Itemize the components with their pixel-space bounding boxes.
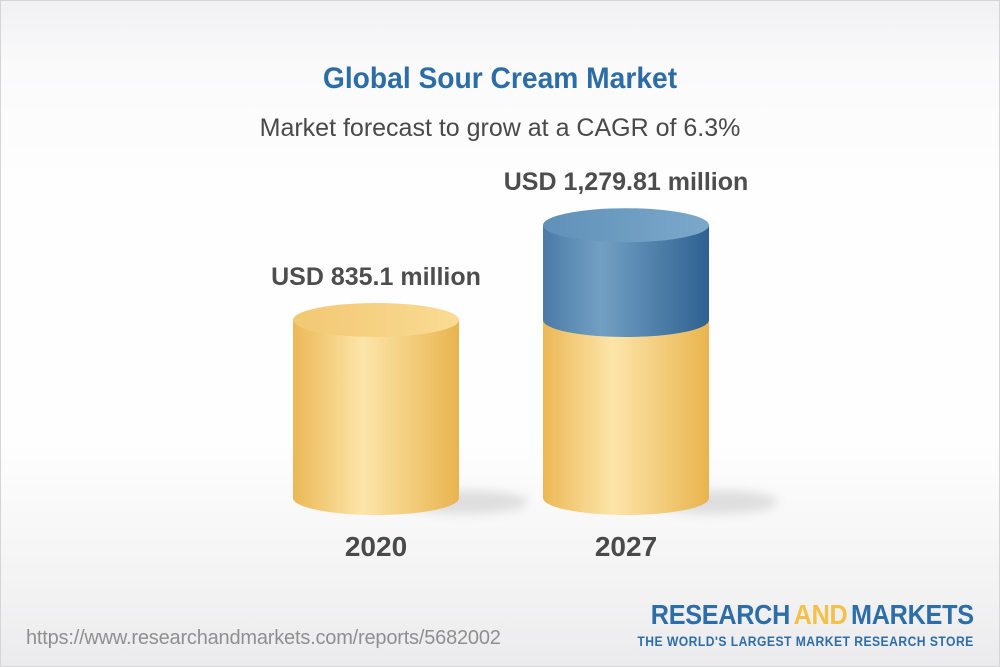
cylinder-2020-body (293, 320, 459, 515)
logo-word-and: AND (793, 599, 848, 630)
research-and-markets-logo: RESEARCH AND MARKETS THE WORLD'S LARGEST M… (637, 599, 975, 649)
cylinder-2027-blue-segment (543, 225, 709, 337)
year-label-2020: 2020 (344, 531, 408, 562)
cylinder-2027-yellow-segment (543, 320, 709, 515)
year-label-2027: 2027 (594, 531, 658, 562)
page-subtitle: Market forecast to grow at a CAGR of 6.3… (259, 114, 741, 142)
page-title: Global Sour Cream Market (322, 62, 678, 96)
report-url: https://www.researchandmarkets.com/repor… (26, 627, 501, 649)
value-label-2020: USD 835.1 million (271, 263, 481, 291)
cylinder-2020-top (293, 303, 459, 337)
logo-word-markets: MARKETS (851, 599, 974, 630)
logo-wordmark: RESEARCH AND MARKETS (638, 599, 974, 631)
value-label-2027: USD 1,279.81 million (503, 168, 749, 197)
logo-tagline: THE WORLD'S LARGEST MARKET RESEARCH STOR… (637, 633, 974, 649)
logo-word-research: RESEARCH (651, 599, 791, 630)
cylinder-2027-top (543, 208, 709, 243)
